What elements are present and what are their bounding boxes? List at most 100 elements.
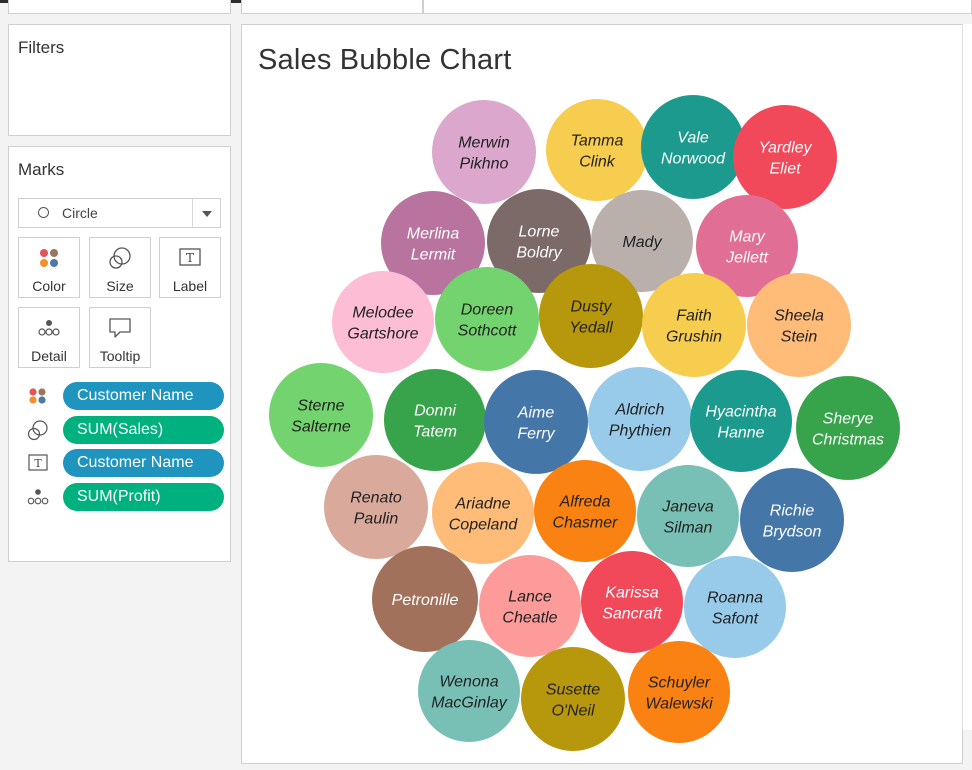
bubble-circle[interactable] <box>628 641 730 743</box>
marks-shelf-row: SUM(Profit) <box>27 483 227 511</box>
bubble-mark[interactable]: Sherye Christmas <box>796 376 900 480</box>
field-pill[interactable]: SUM(Profit) <box>63 483 224 511</box>
detail-icon <box>27 487 49 507</box>
bubble-mark[interactable]: Faith Grushin <box>642 273 746 377</box>
tooltip-button[interactable]: Tooltip <box>89 307 151 368</box>
bubble-circle[interactable] <box>546 99 648 201</box>
bubble-mark[interactable]: Sheela Stein <box>747 273 851 377</box>
bubble-circle[interactable] <box>324 455 428 559</box>
scroll-edge <box>962 24 972 730</box>
bubble-circle[interactable] <box>690 370 792 472</box>
bubble-mark[interactable]: Yardley Eliet <box>733 105 837 209</box>
bubble-label: MacGinlay <box>431 695 508 712</box>
field-pill[interactable]: Customer Name <box>63 382 224 410</box>
bubble-circle[interactable] <box>484 370 588 474</box>
bubble-label: Alfreda <box>559 494 611 511</box>
bubble-mark[interactable]: Dusty Yedall <box>539 264 643 368</box>
bubble-mark[interactable]: Hyacintha Hanne <box>690 370 792 472</box>
size-button[interactable]: Size <box>89 237 151 298</box>
bubble-mark[interactable]: Wenona MacGinlay <box>418 640 520 742</box>
bubble-label: Vale <box>677 130 709 147</box>
bubble-circle[interactable] <box>332 271 434 373</box>
bubble-label: Lorne <box>519 224 560 241</box>
bubble-mark[interactable]: Aime Ferry <box>484 370 588 474</box>
bubble-mark[interactable]: Vale Norwood <box>641 95 745 199</box>
mark-type-dropdown[interactable]: Circle <box>18 198 221 228</box>
bubble-circle[interactable] <box>684 556 786 658</box>
bubble-circle[interactable] <box>588 367 692 471</box>
bubble-mark[interactable]: Merlina Lermit <box>381 191 485 295</box>
bubble-circle[interactable] <box>487 189 591 293</box>
bubble-circle[interactable] <box>534 460 636 562</box>
bubble-label: Petronille <box>392 592 459 609</box>
bubble-circle[interactable] <box>641 95 745 199</box>
mark-type-label: Circle <box>62 205 98 221</box>
label-button[interactable]: T Label <box>159 237 221 298</box>
bubble-circle[interactable] <box>432 100 536 204</box>
bubble-mark[interactable]: Karissa Sancraft <box>581 551 683 653</box>
bubble-label: Christmas <box>812 432 884 449</box>
color-dots-icon <box>19 246 79 270</box>
bubble-label: Janeva <box>661 499 714 516</box>
bubble-circle[interactable] <box>591 190 693 292</box>
bubble-circle[interactable] <box>539 264 643 368</box>
field-pill[interactable]: Customer Name <box>63 449 224 477</box>
color-button[interactable]: Color <box>18 237 80 298</box>
bubble-mark[interactable]: Aldrich Phythien <box>588 367 692 471</box>
bubble-mark[interactable]: Richie Brydson <box>740 468 844 572</box>
bubble-mark[interactable]: Mary Jellett <box>696 195 798 297</box>
bubble-mark[interactable]: Schuyler Walewski <box>628 641 730 743</box>
bubble-mark[interactable]: Mady <box>591 190 693 292</box>
bubble-circle[interactable] <box>581 551 683 653</box>
bubble-circle[interactable] <box>479 555 581 657</box>
tooltip-icon <box>90 316 150 340</box>
bubble-mark[interactable]: Merwin Pikhno <box>432 100 536 204</box>
detail-button[interactable]: Detail <box>18 307 80 368</box>
bubble-circle[interactable] <box>642 273 746 377</box>
bubble-circle[interactable] <box>432 462 534 564</box>
bubble-mark[interactable]: Alfreda Chasmer <box>534 460 636 562</box>
detail-button-label: Detail <box>31 348 67 364</box>
bubble-mark[interactable]: Melodee Gartshore <box>332 271 434 373</box>
bubble-mark[interactable]: Sterne Salterne <box>269 363 373 467</box>
bubble-circle[interactable] <box>696 195 798 297</box>
bubble-mark[interactable]: Renato Paulin <box>324 455 428 559</box>
bubble-mark[interactable]: Tamma Clink <box>546 99 648 201</box>
bubble-circle[interactable] <box>521 647 625 751</box>
bubble-mark[interactable]: Doreen Sothcott <box>435 267 539 371</box>
bubble-mark[interactable]: Susette O'Neil <box>521 647 625 751</box>
bubble-label: Aldrich <box>615 402 665 419</box>
bubble-label: Richie <box>770 503 815 520</box>
bubble-mark[interactable]: Petronille <box>372 546 478 652</box>
bubble-label: Roanna <box>707 590 763 607</box>
bubble-label: Merwin <box>458 135 510 152</box>
bubble-label: Jellett <box>725 250 768 267</box>
bubble-mark[interactable]: Ariadne Copeland <box>432 462 534 564</box>
bubble-label: Susette <box>546 682 600 699</box>
bubble-label: Sothcott <box>458 323 517 340</box>
bubble-label: Gartshore <box>347 326 418 343</box>
bubble-circle[interactable] <box>418 640 520 742</box>
bubble-circle[interactable] <box>733 105 837 209</box>
field-pill[interactable]: SUM(Sales) <box>63 416 224 444</box>
bubble-mark[interactable]: Lance Cheatle <box>479 555 581 657</box>
bubble-mark[interactable]: Lorne Boldry <box>487 189 591 293</box>
bubble-circle[interactable] <box>740 468 844 572</box>
bubble-label: Sherye <box>823 411 874 428</box>
filters-card[interactable]: Filters <box>8 24 231 136</box>
bubble-circle[interactable] <box>269 363 373 467</box>
bubble-circle[interactable] <box>747 273 851 377</box>
bubble-mark[interactable]: Janeva Silman <box>637 465 739 567</box>
bubble-mark[interactable]: Roanna Safont <box>684 556 786 658</box>
bubble-circle[interactable] <box>381 191 485 295</box>
bubble-label: Ariadne <box>454 496 510 513</box>
bubble-circle[interactable] <box>384 369 486 471</box>
bubble-circle[interactable] <box>435 267 539 371</box>
marks-title: Marks <box>18 160 65 179</box>
svg-text:T: T <box>186 251 194 265</box>
bubble-label: Clink <box>579 154 616 171</box>
bubble-circle[interactable] <box>796 376 900 480</box>
bubble-circle[interactable] <box>372 546 478 652</box>
bubble-circle[interactable] <box>637 465 739 567</box>
bubble-mark[interactable]: Donni Tatem <box>384 369 486 471</box>
